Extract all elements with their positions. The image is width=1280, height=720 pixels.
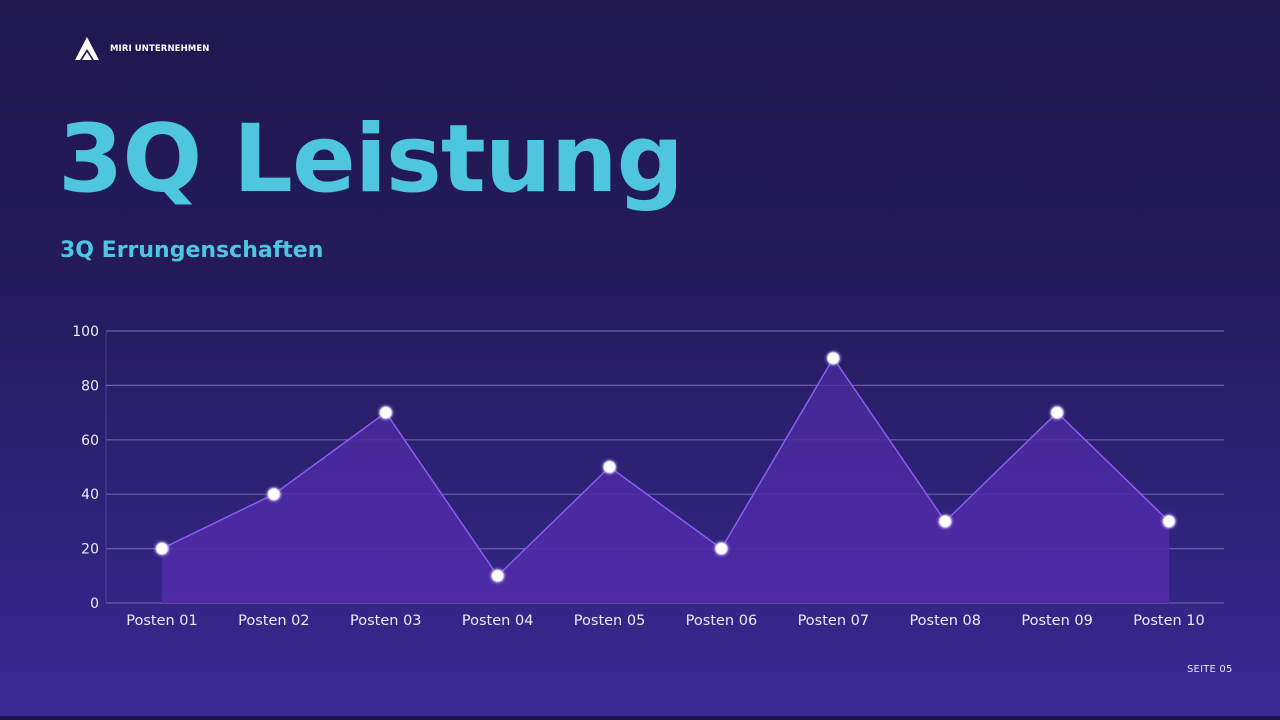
triangle-logo-icon (74, 36, 100, 62)
y-tick-label: 20 (81, 542, 99, 558)
data-point-marker[interactable] (267, 487, 281, 501)
y-tick-label: 60 (81, 433, 99, 449)
brand-name: MIRI UNTERNEHMEN (110, 44, 210, 54)
data-point-marker[interactable] (714, 542, 728, 556)
x-tick-label: Posten 01 (126, 613, 198, 629)
area-fill (162, 358, 1169, 603)
page-number: SEITE 05 (1187, 664, 1233, 675)
x-tick-label: Posten 10 (1133, 613, 1205, 629)
y-tick-label: 80 (81, 378, 99, 394)
data-point-marker[interactable] (938, 514, 952, 528)
y-tick-label: 0 (90, 596, 99, 612)
y-tick-label: 100 (72, 324, 99, 340)
data-point-marker[interactable] (1050, 406, 1064, 420)
data-point-marker[interactable] (826, 351, 840, 365)
x-tick-label: Posten 03 (350, 613, 422, 629)
x-tick-label: Posten 05 (574, 613, 646, 629)
x-tick-label: Posten 06 (686, 613, 758, 629)
chart-area (155, 351, 1176, 603)
x-tick-label: Posten 08 (909, 613, 981, 629)
y-axis: 0 20 40 60 80 100 (72, 324, 99, 612)
data-point-marker[interactable] (379, 406, 393, 420)
data-point-marker[interactable] (491, 569, 505, 583)
x-tick-label: Posten 04 (462, 613, 534, 629)
data-point-marker[interactable] (1162, 514, 1176, 528)
x-axis: Posten 01 Posten 02 Posten 03 Posten 04 Post… (126, 613, 1205, 629)
bottom-strip (0, 716, 1280, 720)
page-title: 3Q Leistung (58, 105, 684, 214)
data-point-marker[interactable] (603, 460, 617, 474)
series-line (161, 356, 1170, 577)
x-tick-label: Posten 09 (1021, 613, 1093, 629)
x-tick-label: Posten 02 (238, 613, 310, 629)
brand: MIRI UNTERNEHMEN (74, 36, 209, 62)
page-subtitle: 3Q Errungenschaften (60, 238, 324, 263)
x-tick-label: Posten 07 (798, 613, 870, 629)
data-point-marker[interactable] (155, 542, 169, 556)
y-tick-label: 40 (81, 487, 99, 503)
